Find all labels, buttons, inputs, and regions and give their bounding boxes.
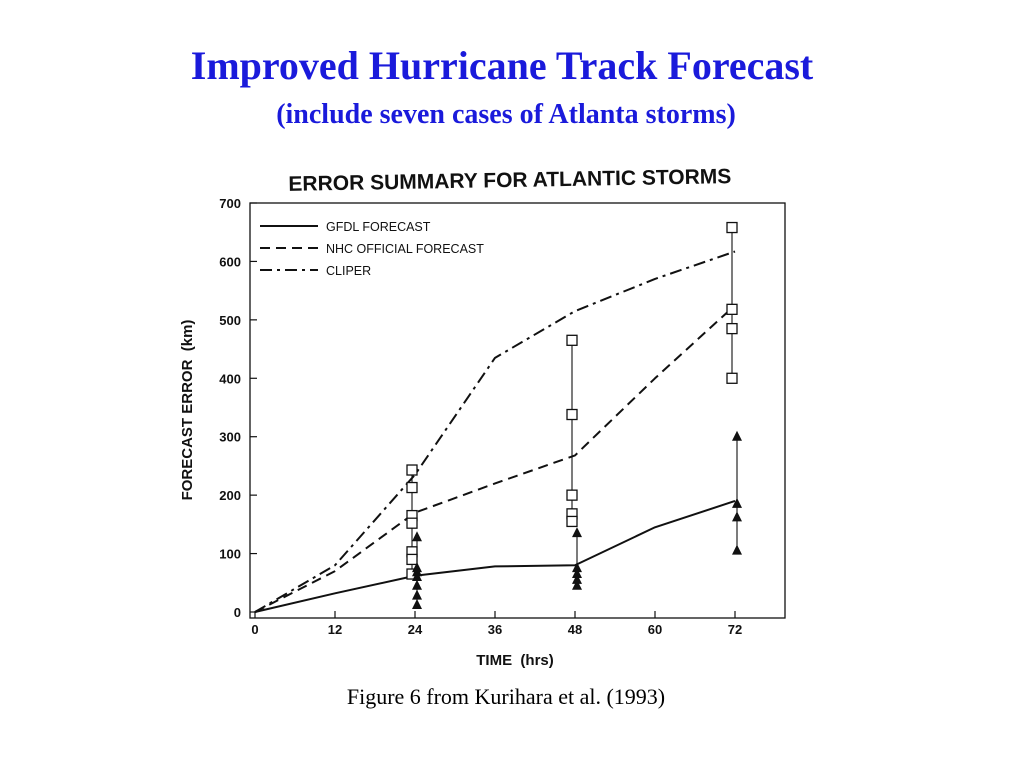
cases-layer — [406, 221, 742, 609]
y-tick-label: 0 — [234, 605, 241, 620]
case-triangle-point — [412, 589, 422, 600]
case-triangle-point — [412, 570, 422, 581]
series-layer — [254, 250, 736, 613]
case-triangle-point — [732, 430, 742, 441]
figure-panel: ERROR SUMMARY FOR ATLANTIC STORMS 0 100 20… — [170, 160, 800, 680]
case-square-point — [406, 481, 418, 494]
y-tick-label: 400 — [219, 371, 241, 386]
x-tick-label: 72 — [728, 622, 742, 637]
y-tick-label: 500 — [219, 313, 241, 328]
y-tick-label: 600 — [219, 254, 241, 269]
x-tick-label: 0 — [251, 622, 258, 637]
x-tick-label: 12 — [328, 622, 342, 637]
case-square-point — [566, 515, 578, 528]
case-triangle-point — [412, 579, 422, 590]
case-triangle-point — [572, 573, 582, 584]
case-triangle-point — [572, 568, 582, 579]
case-square-point — [726, 322, 738, 335]
case-triangle-point — [412, 598, 422, 609]
legend-label: NHC OFFICIAL FORECAST — [326, 242, 484, 256]
case-triangle-point — [572, 562, 582, 573]
slide-title: Improved Hurricane Track Forecast — [190, 43, 814, 88]
case-square-point — [726, 303, 738, 315]
x-tick-label: 24 — [408, 622, 423, 637]
x-tick-label: 60 — [648, 622, 662, 637]
chart-title: ERROR SUMMARY FOR ATLANTIC STORMS — [288, 165, 731, 196]
case-triangle-point — [732, 544, 742, 555]
case-square-point — [726, 221, 738, 234]
series-line-gfdl-forecast — [254, 500, 736, 613]
y-tick-label: 200 — [219, 488, 241, 503]
case-square-point — [566, 489, 578, 501]
case-triangle-point — [572, 579, 582, 590]
case-triangle-point — [412, 531, 422, 542]
y-tick-label: 300 — [219, 430, 241, 445]
case-square-point — [406, 553, 418, 566]
legend-label: CLIPER — [326, 264, 371, 278]
series-line-cliper — [254, 250, 736, 613]
axis-layer: 0 100 200 300 400 500 600 700 0 12 24 36 48 60 72 — [219, 196, 742, 637]
case-triangle-point — [732, 511, 742, 522]
x-tick-label: 48 — [568, 622, 582, 637]
series-line-nhc-official-forecast — [254, 304, 736, 613]
legend: GFDL FORECAST NHC OFFICIAL FORECAST CLIPER — [260, 220, 484, 278]
case-triangle-point — [572, 527, 582, 538]
x-tick-label: 36 — [488, 622, 502, 637]
case-triangle-point — [732, 497, 742, 508]
x-axis-label: TIME (hrs) — [476, 652, 554, 669]
y-tick-label: 100 — [219, 547, 241, 562]
case-square-point — [566, 334, 578, 346]
y-axis-label: FORECAST ERROR (km) — [179, 320, 196, 501]
case-square-point — [726, 372, 738, 384]
case-square-point — [566, 408, 578, 421]
figure-caption: Figure 6 from Kurihara et al. (1993) — [346, 684, 666, 709]
y-tick-label: 700 — [219, 196, 241, 211]
error-summary-chart: ERROR SUMMARY FOR ATLANTIC STORMS 0 100 20… — [179, 165, 786, 669]
case-square-point — [406, 464, 418, 476]
legend-label: GFDL FORECAST — [326, 220, 431, 234]
slide-subtitle: (include seven cases of Atlanta storms) — [276, 99, 736, 130]
case-square-point — [406, 517, 418, 529]
plot-frame — [249, 202, 786, 619]
